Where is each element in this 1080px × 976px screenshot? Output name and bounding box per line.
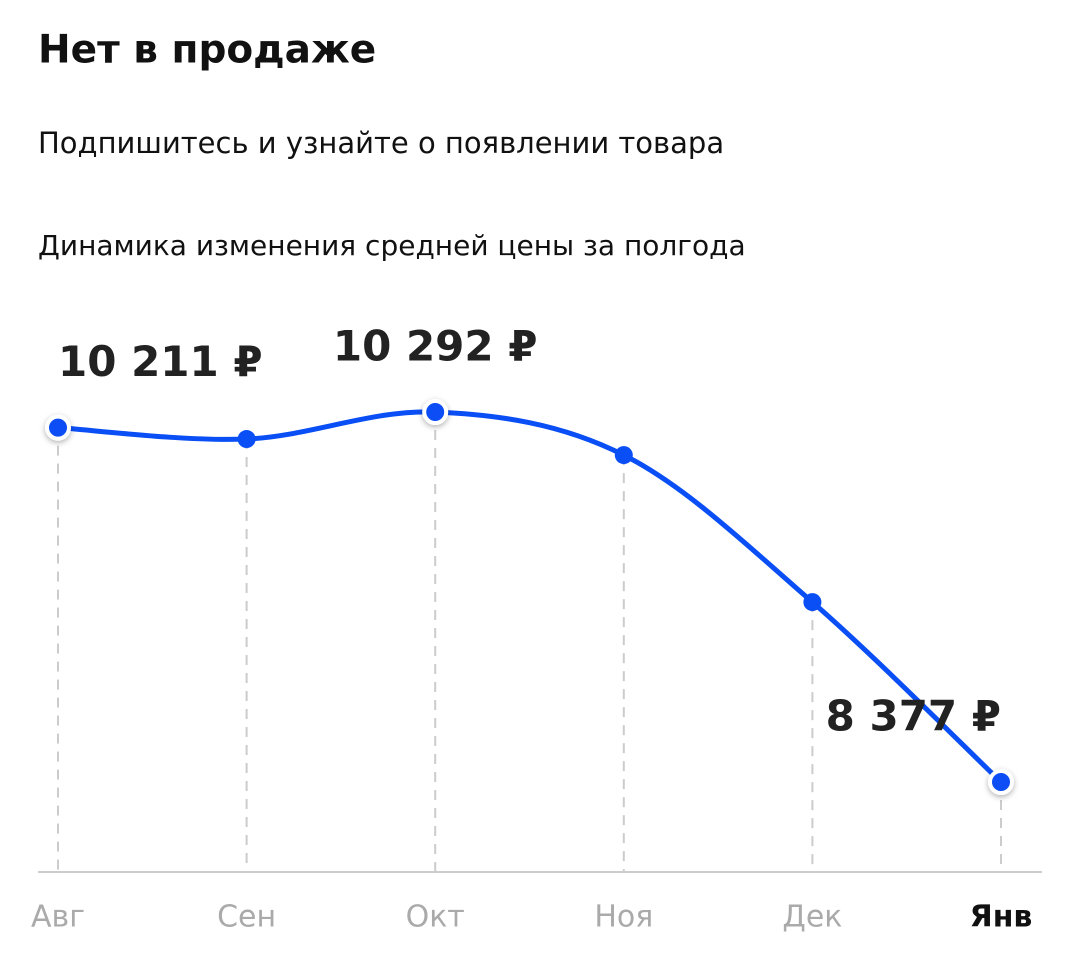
point — [988, 769, 1014, 795]
point — [45, 414, 71, 441]
point — [614, 446, 633, 465]
x-tick-label: Ноя — [594, 900, 653, 935]
x-tick-label: Окт — [406, 900, 465, 935]
x-tick-label: Дек — [782, 900, 842, 935]
x-tick-label: Авг — [31, 900, 85, 935]
subtitle[interactable]: Подпишитесь и узнайте о появлении товара — [38, 126, 724, 160]
title: Нет в продаже — [38, 28, 376, 73]
value-label: 8 377 ₽ — [826, 692, 1001, 741]
point — [422, 399, 449, 425]
point — [237, 430, 256, 449]
value-label: 10 211 ₽ — [58, 337, 263, 386]
chart-title: Динамика изменения средней цены за полго… — [38, 229, 746, 262]
point — [803, 593, 822, 612]
x-tick-label: Янв — [970, 900, 1033, 935]
price-line — [57, 409, 1003, 784]
value-label: 10 292 ₽ — [333, 322, 538, 371]
x-tick-label: Сен — [217, 900, 276, 935]
